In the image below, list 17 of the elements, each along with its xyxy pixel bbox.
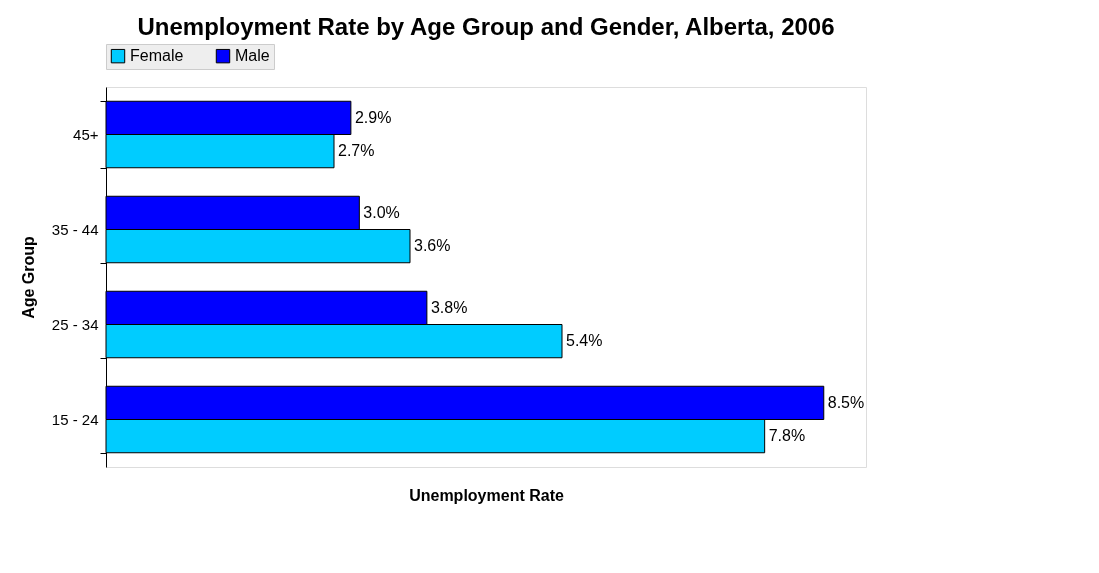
legend-label: Female [130, 47, 184, 65]
data-label: 8.5% [827, 393, 865, 411]
data-label: 3.6% [414, 237, 451, 255]
data-label: 2.7% [338, 142, 375, 160]
y-tick-label: 15 - 24 [51, 411, 99, 428]
data-label: 2.9% [354, 108, 392, 126]
y-tick-label: 25 - 34 [51, 316, 99, 333]
chart-title: Unemployment Rate by Age Group and Gender, Alberta, 2006 [137, 12, 835, 40]
data-label: 3.8% [430, 298, 468, 316]
x-axis-title: Unemployment Rate [409, 486, 564, 504]
y-axis-title: Age Group [19, 235, 37, 319]
legend-label: Male [235, 47, 270, 65]
data-label: 3.0% [363, 203, 400, 221]
y-tick-label: 45+ [73, 126, 99, 143]
y-tick-label: 35 - 44 [51, 221, 99, 238]
data-label: 7.8% [768, 427, 806, 445]
data-label: 5.4% [566, 332, 603, 350]
